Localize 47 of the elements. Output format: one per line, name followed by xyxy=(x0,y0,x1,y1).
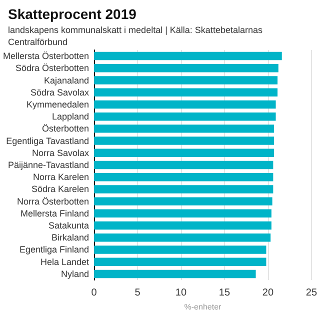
y-tick-label: Södra Österbotten xyxy=(15,63,90,74)
bar xyxy=(94,197,272,206)
x-axis-title: %-enheter xyxy=(184,302,222,312)
bar xyxy=(94,258,266,266)
chart-title: Skatteprocent 2019 xyxy=(8,6,137,22)
y-tick-label: Egentliga Tavastland xyxy=(6,136,90,146)
y-tick-label: Kymmenedalen xyxy=(26,99,90,110)
x-tick-label: 10 xyxy=(175,288,187,298)
y-tick-label: Birkaland xyxy=(52,232,90,243)
bar xyxy=(94,246,266,254)
bar xyxy=(94,64,278,72)
bar xyxy=(94,234,271,242)
bar xyxy=(94,270,256,278)
y-tick-label: Mellersta Finland xyxy=(20,208,90,218)
bar xyxy=(94,76,278,84)
y-tick-label: Satakunta xyxy=(48,220,90,231)
y-tick-label: Södra Savolax xyxy=(30,87,90,98)
bar xyxy=(94,52,282,60)
y-tick-label: Hela Landet xyxy=(40,256,90,267)
bar xyxy=(94,172,274,182)
bar xyxy=(94,136,274,145)
x-tick-label: 20 xyxy=(262,288,274,298)
y-tick-label: Södra Karelen xyxy=(31,184,90,194)
y-tick-label: Norra Österbotten xyxy=(17,196,90,206)
y-tick-label: Österbotten xyxy=(42,124,90,134)
x-tick-label: 15 xyxy=(218,288,230,298)
bar xyxy=(94,209,272,218)
y-tick-label: Päijänne-Tavastland xyxy=(8,160,90,170)
y-tick-label: Norra Savolax xyxy=(32,148,90,158)
chart-subtitle: landskapens kommunalskatt i medeltal | Källa: Skattebetalarnas Centralförbund xyxy=(8,25,265,47)
bar xyxy=(94,100,276,109)
bar xyxy=(94,124,274,133)
bar xyxy=(94,112,276,121)
bar xyxy=(94,148,274,158)
y-tick-label: Lappland xyxy=(52,112,90,122)
bar xyxy=(94,221,272,230)
x-tick-label: 25 xyxy=(306,288,318,298)
bar xyxy=(94,160,274,170)
y-tick-label: Kajanaland xyxy=(44,75,90,86)
x-tick-label: 5 xyxy=(134,288,141,298)
y-tick-label: Norra Karelen xyxy=(33,172,90,182)
bar xyxy=(94,88,278,96)
x-tick-label: 0 xyxy=(91,288,98,298)
y-tick-label: Nyland xyxy=(61,268,90,279)
y-tick-label: Mellersta Österbotten xyxy=(2,51,90,62)
bar xyxy=(94,185,274,194)
y-tick-label: Egentliga Finland xyxy=(19,244,90,255)
